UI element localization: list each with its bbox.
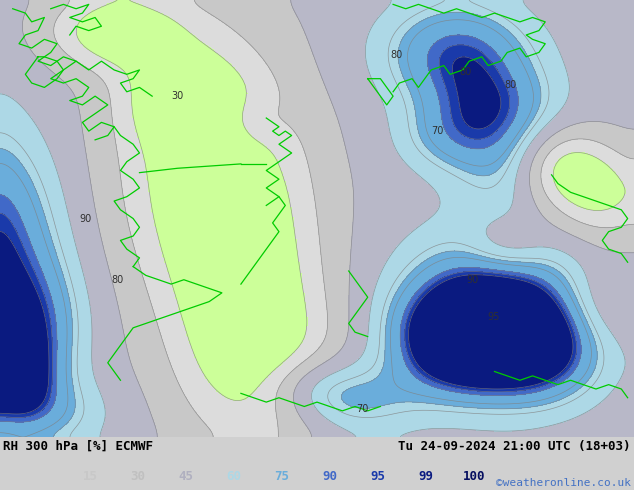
Text: 90: 90 bbox=[323, 469, 337, 483]
Text: 95: 95 bbox=[487, 312, 500, 322]
Text: 99: 99 bbox=[418, 469, 434, 483]
Text: 80: 80 bbox=[504, 80, 517, 90]
Text: 30: 30 bbox=[171, 91, 184, 101]
Text: 30: 30 bbox=[131, 469, 145, 483]
Text: 80: 80 bbox=[111, 275, 124, 285]
Text: 75: 75 bbox=[275, 469, 290, 483]
Text: 60: 60 bbox=[226, 469, 242, 483]
Text: 95: 95 bbox=[370, 469, 385, 483]
Text: 90: 90 bbox=[79, 214, 92, 223]
Text: RH 300 hPa [%] ECMWF: RH 300 hPa [%] ECMWF bbox=[3, 440, 153, 453]
Text: 90: 90 bbox=[466, 275, 479, 285]
Text: ©weatheronline.co.uk: ©weatheronline.co.uk bbox=[496, 478, 631, 488]
Text: 100: 100 bbox=[463, 469, 485, 483]
Text: Tu 24-09-2024 21:00 UTC (18+03): Tu 24-09-2024 21:00 UTC (18+03) bbox=[399, 440, 631, 453]
Text: 70: 70 bbox=[356, 404, 369, 414]
Text: 80: 80 bbox=[390, 49, 403, 60]
Text: 45: 45 bbox=[179, 469, 193, 483]
Text: 15: 15 bbox=[82, 469, 98, 483]
Text: 70: 70 bbox=[431, 126, 444, 136]
Text: 80: 80 bbox=[460, 67, 472, 77]
